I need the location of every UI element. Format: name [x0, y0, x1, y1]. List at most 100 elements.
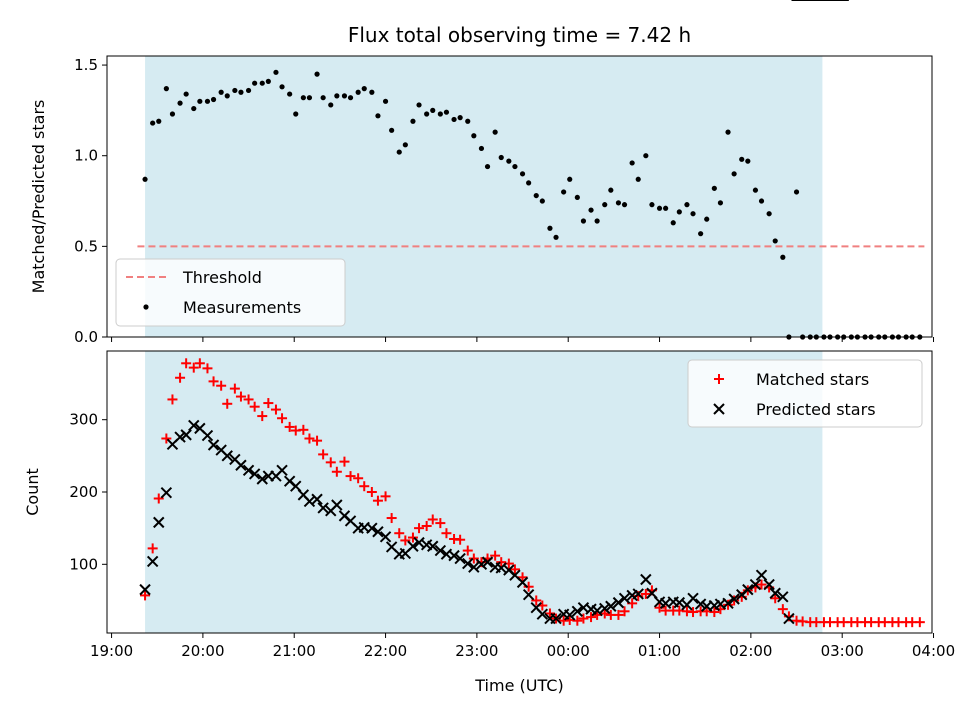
matched-star-point: [181, 358, 192, 369]
measurement-point: [717, 200, 724, 206]
measurement-point: [341, 93, 348, 99]
matched-star-point: [229, 383, 240, 394]
legend-predicted-swatch: [713, 403, 725, 415]
matched-star-point: [421, 520, 432, 531]
bottom-y-tick-label: 100: [69, 555, 98, 573]
matched-star-point: [468, 553, 479, 564]
matched-star-point: [325, 457, 336, 468]
predicted-star-point: [612, 596, 625, 609]
predicted-star-point: [201, 429, 214, 442]
predicted-star-point: [311, 493, 323, 505]
matched-star-point: [167, 394, 178, 405]
measurement-point: [649, 202, 655, 208]
legend-cross-marker: [713, 403, 725, 415]
matched-star-point: [339, 456, 350, 467]
matched-star-point: [496, 557, 507, 568]
predicted-star-point: [434, 544, 447, 557]
measurement-point: [547, 225, 553, 231]
predicted-star-point: [427, 540, 439, 552]
measurement-point: [484, 163, 491, 170]
matched-star-point: [277, 413, 288, 424]
matched-star-point: [572, 615, 583, 626]
measurement-point: [293, 111, 299, 117]
measurement-point: [690, 211, 696, 217]
measurement-point: [670, 220, 676, 226]
matched-star-point: [578, 613, 589, 624]
predicted-star-point: [372, 526, 384, 538]
predicted-star-point: [536, 608, 549, 620]
measurement-point: [492, 129, 498, 135]
x-tick-label: 00:00: [547, 642, 590, 660]
measurement-point: [793, 189, 800, 195]
matched-star-point: [709, 607, 720, 618]
predicted-star-point: [632, 588, 644, 600]
measurement-point: [567, 176, 573, 182]
x-tick-label: 19:00: [90, 642, 133, 660]
measurement-point: [731, 171, 737, 177]
measurement-point: [142, 176, 148, 182]
predicted-star-point: [139, 583, 151, 596]
matched-star-point: [914, 617, 925, 628]
measurement-point: [704, 216, 710, 222]
matched-star-point: [208, 376, 219, 387]
measurement-point: [204, 98, 211, 104]
matched-star-point: [386, 513, 397, 524]
x-axis-label: Time (UTC): [474, 676, 563, 695]
matched-star-point: [298, 424, 309, 435]
measurement-point: [608, 187, 614, 193]
measurement-point: [306, 95, 313, 101]
measurement-point: [191, 105, 197, 112]
x-tick-label: 21:00: [273, 642, 316, 660]
predicted-star-point: [248, 468, 261, 480]
measurement-point: [238, 89, 244, 95]
matched-star-point: [435, 518, 446, 529]
measurement-point: [561, 189, 567, 195]
top-y-ticks: 0.0 0.5 1.0 1.5: [74, 56, 107, 346]
predicted-star-point: [235, 459, 247, 471]
predicted-star-point: [571, 605, 584, 618]
measurement-point: [402, 142, 408, 148]
x-tick-label: 03:00: [821, 642, 864, 660]
measurement-point: [684, 202, 690, 208]
predicted-star-point: [640, 573, 652, 586]
measurement-point: [780, 254, 786, 260]
measurement-point: [553, 234, 559, 240]
measurement-point: [443, 109, 450, 115]
measurement-point: [300, 95, 306, 101]
top-axes-frame: [106, 55, 933, 338]
measurement-point: [416, 102, 422, 108]
measurement-point: [259, 80, 265, 86]
matched-star-point: [284, 421, 295, 432]
measurement-point: [588, 207, 594, 213]
bottom-legend-box: [687, 359, 923, 428]
measurement-point: [451, 116, 457, 123]
predicted-star-point: [448, 549, 460, 562]
matched-star-point: [586, 612, 597, 623]
predicted-star-point: [317, 502, 329, 514]
measurement-point: [314, 71, 320, 77]
measurement-points: [142, 69, 923, 340]
measurement-point: [725, 129, 731, 135]
measurement-point: [615, 200, 622, 206]
measurement-point: [224, 93, 230, 99]
measurement-point: [512, 163, 518, 170]
predicted-star-point: [207, 439, 220, 451]
x-tick-label: 02:00: [729, 642, 772, 660]
x-tick-label: 23:00: [455, 642, 498, 660]
predicted-star-point: [763, 578, 775, 591]
predicted-star-point: [221, 450, 233, 462]
matched-star-point: [147, 543, 158, 554]
measurement-point: [745, 158, 751, 164]
predicted-star-point: [618, 592, 631, 604]
measurement-point: [232, 87, 238, 94]
measurement-point: [169, 111, 176, 117]
matched-star-point: [777, 604, 788, 615]
matched-star-point: [613, 609, 624, 620]
predicted-star-point: [722, 597, 734, 610]
legend-plus-marker: [714, 374, 724, 384]
measurement-point: [156, 118, 162, 124]
matched-star-point: [140, 590, 151, 601]
predicted-star-point: [256, 473, 268, 485]
matched-star-point: [400, 535, 411, 546]
